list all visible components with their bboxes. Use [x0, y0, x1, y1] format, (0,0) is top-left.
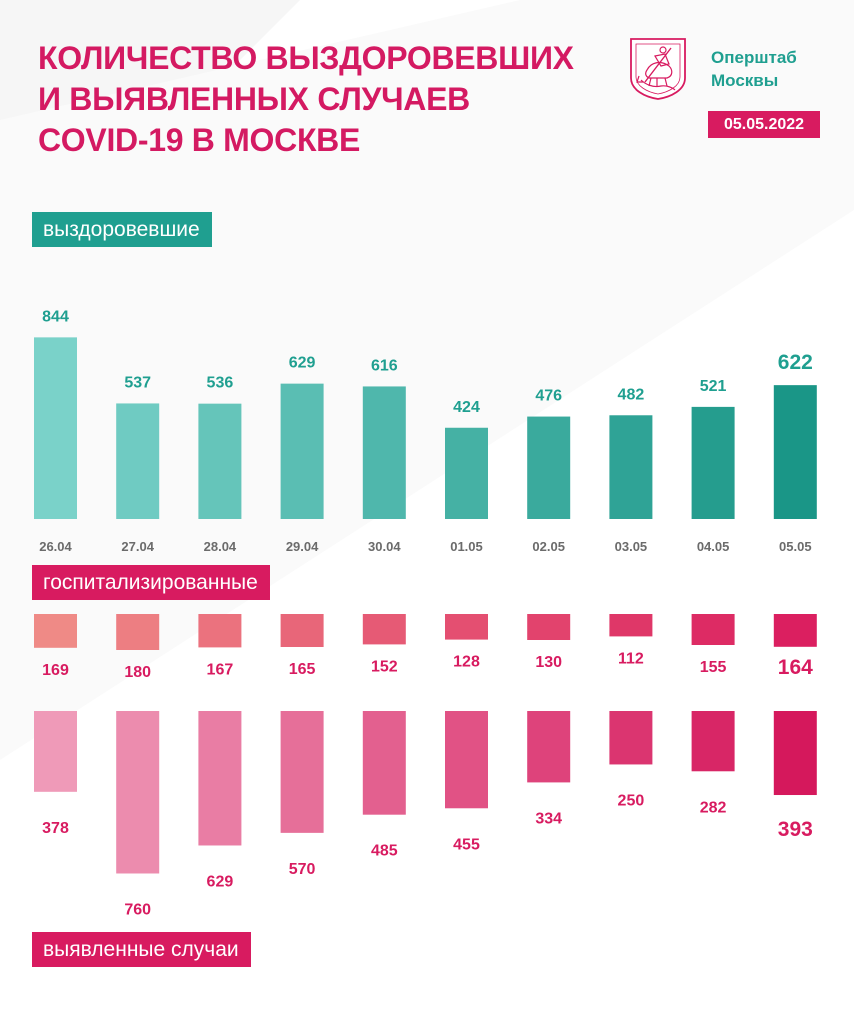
org-name: Оперштаб Москвы	[711, 46, 797, 92]
recovered-bar	[362, 386, 406, 519]
cases-value-label: 334	[535, 810, 562, 827]
hospitalized-bar	[362, 614, 406, 645]
recovered-value-label: 844	[42, 308, 69, 325]
recovered-value-label: 536	[207, 375, 234, 392]
date-tick-label: 03.05	[615, 539, 648, 554]
cases-value-label: 570	[289, 861, 316, 878]
hospitalized-value-label: 155	[700, 659, 727, 676]
hospitalized-bar	[116, 614, 160, 650]
cases-value-label: 629	[207, 873, 234, 890]
recovered-bar	[527, 416, 571, 519]
date-tick-label: 30.04	[368, 539, 401, 554]
cases-bar	[527, 711, 571, 783]
hospitalized-value-label: 180	[124, 664, 151, 681]
recovered-bar	[445, 427, 488, 519]
cases-value-label: 760	[124, 901, 151, 918]
cases-bar	[609, 711, 653, 765]
recovered-bar	[34, 337, 77, 519]
hospitalized-value-label: 130	[535, 654, 562, 671]
hospitalized-bar	[445, 614, 488, 640]
cases-chip: выявленные случаи	[32, 932, 251, 967]
cases-value-label: 250	[618, 792, 645, 809]
cases-value-label: 485	[371, 843, 398, 860]
cases-value-label: 393	[778, 818, 813, 841]
recovered-bar	[280, 383, 324, 519]
org-name-line-1: Оперштаб	[711, 48, 797, 67]
recovered-bar	[691, 406, 735, 519]
hospitalized-bar	[609, 614, 653, 637]
date-badge: 05.05.2022	[708, 111, 820, 138]
title-line-1: Количество выздоровевших	[38, 40, 574, 76]
hospitalized-value-label: 167	[207, 661, 234, 678]
hospitalized-bar	[34, 614, 77, 648]
date-tick-label: 01.05	[450, 539, 483, 554]
recovered-value-label: 476	[535, 388, 562, 405]
hospitalized-bar	[691, 614, 735, 645]
hospitalized-bar	[280, 614, 324, 647]
cases-bar	[198, 711, 242, 846]
cases-value-label: 282	[700, 799, 727, 816]
date-tick-label: 28.04	[204, 539, 237, 554]
recovered-bar	[116, 403, 160, 519]
date-tick-label: 05.05	[779, 539, 812, 554]
org-name-line-2: Москвы	[711, 71, 779, 90]
cases-bar	[445, 711, 488, 809]
hospitalized-bar	[198, 614, 242, 648]
cases-bar	[116, 711, 160, 874]
page-title: Количество выздоровевших и выявленных сл…	[38, 38, 574, 161]
recovered-bar	[773, 385, 817, 519]
cases-value-label: 455	[453, 836, 480, 853]
cases-bar	[280, 711, 324, 833]
recovered-value-label: 622	[778, 351, 813, 374]
hospitalized-value-label: 128	[453, 654, 480, 671]
date-tick-label: 04.05	[697, 539, 730, 554]
cases-bar	[362, 711, 406, 815]
hospitalized-value-label: 165	[289, 661, 316, 678]
hospitalized-bar	[773, 614, 817, 647]
recovered-value-label: 521	[700, 378, 727, 395]
date-tick-label: 26.04	[39, 539, 72, 554]
date-tick-label: 02.05	[532, 539, 565, 554]
cases-bar	[691, 711, 735, 772]
date-tick-label: 27.04	[121, 539, 154, 554]
recovered-bar	[609, 415, 653, 519]
hospitalized-chip: госпитализированные	[32, 565, 270, 600]
hospitalized-value-label: 112	[618, 650, 644, 667]
title-line-2: и выявленных случаев	[38, 81, 470, 117]
hospitalized-value-label: 164	[778, 656, 813, 679]
moscow-coat-of-arms-icon	[630, 38, 686, 100]
recovered-value-label: 629	[289, 355, 316, 372]
recovered-chip: выздоровевшие	[32, 212, 212, 247]
title-line-3: COVID-19 в Москве	[38, 122, 361, 158]
recovered-value-label: 616	[371, 357, 398, 374]
recovered-bar	[198, 403, 242, 519]
recovered-value-label: 424	[453, 399, 480, 416]
cases-bar	[773, 711, 817, 796]
recovered-value-label: 482	[618, 386, 645, 403]
cases-value-label: 378	[42, 820, 69, 837]
date-tick-label: 29.04	[286, 539, 319, 554]
hospitalized-value-label: 169	[42, 662, 69, 679]
hospitalized-bar	[527, 614, 571, 640]
recovered-value-label: 537	[124, 374, 151, 391]
cases-bar	[34, 711, 77, 792]
hospitalized-value-label: 152	[371, 658, 398, 675]
